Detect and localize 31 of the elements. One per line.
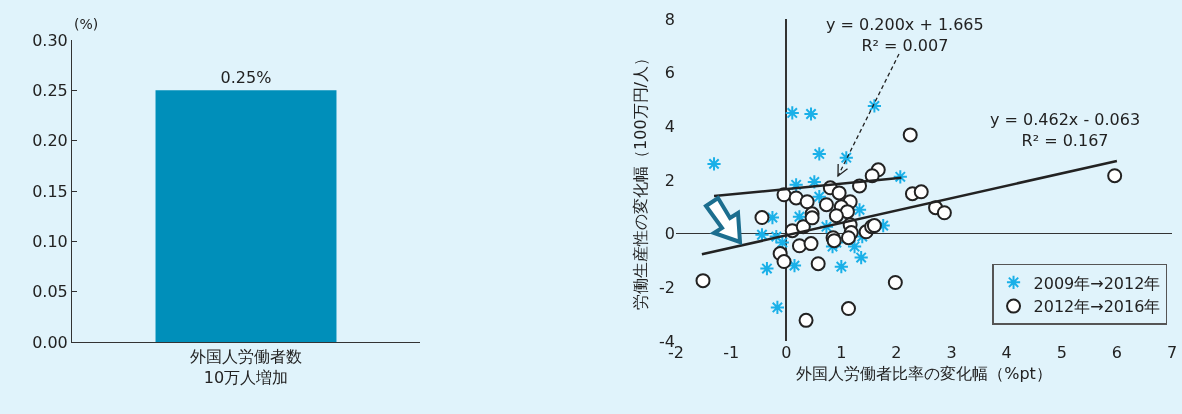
y-axis-title: (%)	[74, 16, 99, 32]
y-axis-title: 労働生産性の変化幅（100万円/人）	[630, 50, 650, 310]
y-tick-label: 8	[664, 9, 675, 29]
x-tick-label: 3	[946, 343, 957, 362]
y-tick-label: 0.10	[32, 231, 68, 251]
x-tick-label: -1	[723, 343, 740, 362]
y-tick-label: 0.05	[32, 282, 68, 302]
x-tick-label: 4	[1001, 343, 1012, 362]
y-tick-label: 0.00	[32, 332, 68, 352]
x-tick-label: 1	[836, 343, 847, 362]
x-tick-label: 6	[1111, 343, 1122, 362]
legend-label: 2009年→2012年	[1033, 273, 1161, 293]
x-tick-label: 7	[1166, 343, 1178, 362]
x-axis-title: 外国人労働者比率の変化幅（%pt）	[796, 363, 1052, 383]
y-tick-label: 4	[664, 116, 675, 136]
legend-label: 2012年→2016年	[1033, 297, 1161, 317]
y-tick-label: -2	[659, 277, 675, 297]
annotation: y = 0.200x + 1.665 R² = 0.007	[826, 15, 984, 55]
y-tick-label: 2	[664, 170, 675, 190]
data-label: 0.25%	[220, 68, 272, 88]
x-tick-label: 5	[1056, 343, 1067, 362]
x-tick-label: 外国人労働者数 10万人増加	[190, 347, 302, 387]
annotation: y = 0.462x - 0.063 R² = 0.167	[990, 110, 1141, 150]
x-tick-label: 0	[781, 343, 792, 362]
y-tick-label: 0.30	[32, 30, 68, 50]
y-tick-label: 0.20	[32, 131, 68, 151]
y-tick-label: 0.15	[32, 181, 68, 201]
y-tick-label: 6	[664, 63, 675, 83]
x-tick-label: 2	[891, 343, 902, 362]
y-tick-label: 0	[664, 224, 675, 244]
y-tick-label: 0.25	[32, 80, 68, 100]
